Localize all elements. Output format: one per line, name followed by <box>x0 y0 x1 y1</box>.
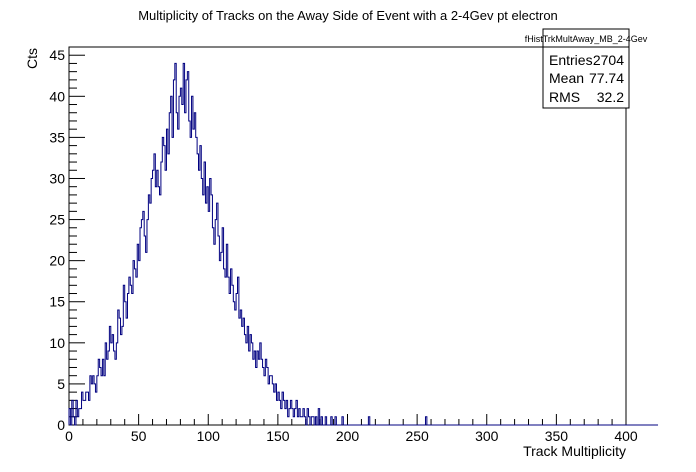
stats-entries-value: 2704 <box>593 52 624 68</box>
y-tick-label: 5 <box>57 376 65 392</box>
stats-box-frame <box>542 28 630 109</box>
x-tick-label: 0 <box>65 428 73 444</box>
y-tick-label: 40 <box>49 88 65 104</box>
y-tick-label: 35 <box>49 129 65 145</box>
x-axis-ticks: 0 50 100 150 200 250 300 350 400 <box>65 414 638 444</box>
x-tick-label: 150 <box>266 428 290 444</box>
plot-frame <box>68 46 627 426</box>
y-tick-label: 15 <box>49 294 65 310</box>
x-tick-label: 100 <box>197 428 221 444</box>
stats-box-name: fHistTrkMultAway_MB_2-4Gev <box>525 34 648 44</box>
x-tick-label: 200 <box>336 428 360 444</box>
y-tick-label: 20 <box>49 253 65 269</box>
stats-entries-label: Entries <box>549 52 593 68</box>
stats-box: fHistTrkMultAway_MB_2-4Gev Entries 2704 … <box>525 28 648 109</box>
x-tick-label: 350 <box>545 428 569 444</box>
y-tick-label: 30 <box>49 170 65 186</box>
x-tick-label: 300 <box>475 428 499 444</box>
x-tick-label: 400 <box>614 428 638 444</box>
stats-mean-value: 77.74 <box>589 70 624 86</box>
chart-title: Multiplicity of Tracks on the Away Side … <box>138 8 558 23</box>
y-tick-label: 10 <box>49 335 65 351</box>
stats-mean-label: Mean <box>549 70 584 86</box>
y-tick-label: 45 <box>49 47 65 63</box>
x-tick-label: 250 <box>405 428 429 444</box>
x-tick-label: 50 <box>131 428 147 444</box>
x-axis-label: Track Multiplicity <box>523 443 626 459</box>
y-tick-label: 25 <box>49 212 65 228</box>
y-axis-label: Cts <box>24 48 40 69</box>
y-axis-ticks: 0 5 10 15 20 25 30 35 40 45 <box>49 47 85 433</box>
stats-rms-label: RMS <box>549 89 580 105</box>
histogram-series <box>68 62 659 426</box>
y-tick-label: 0 <box>57 417 65 433</box>
stats-rms-value: 32.2 <box>597 89 624 105</box>
